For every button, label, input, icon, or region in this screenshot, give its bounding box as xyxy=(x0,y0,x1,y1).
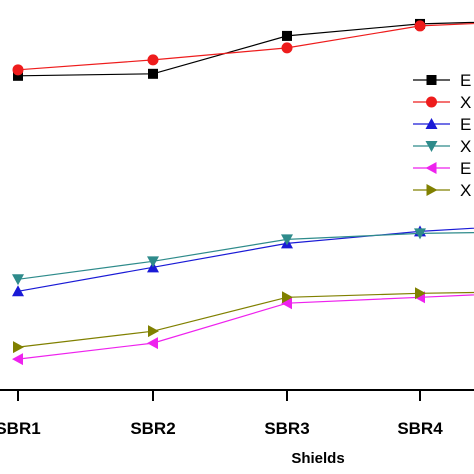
series-6-point xyxy=(148,325,159,338)
series-2-line xyxy=(17,22,474,71)
legend-marker xyxy=(425,141,438,152)
x-tick-label: SBR3 xyxy=(264,419,309,438)
series-6-point xyxy=(282,291,293,304)
legend-label: X xyxy=(460,181,471,200)
series-6-line xyxy=(17,291,474,348)
series-1-point xyxy=(13,70,23,81)
legend-marker xyxy=(425,162,437,174)
legend-marker xyxy=(426,96,437,108)
legend-marker xyxy=(425,118,438,129)
series-6 xyxy=(13,287,474,354)
series-3 xyxy=(12,225,474,297)
legend-label: E xyxy=(460,159,471,178)
legend-marker xyxy=(426,75,437,85)
series-3-point xyxy=(12,285,24,297)
legend-label: E xyxy=(460,115,471,134)
series-4 xyxy=(12,228,474,286)
series-4-point xyxy=(414,228,426,240)
series-1-point xyxy=(148,68,158,79)
series-2-point xyxy=(414,20,426,32)
series-2-point xyxy=(281,42,293,54)
x-axis-title: Shields xyxy=(291,450,344,467)
series-2 xyxy=(12,20,474,76)
series-4-point xyxy=(147,256,159,268)
series-1-point xyxy=(282,30,292,41)
legend-label: X xyxy=(460,137,471,156)
x-ticks: SBR1SBR2SBR3SBR4SBR5 xyxy=(0,390,443,438)
series-4-line xyxy=(17,231,474,280)
series-5 xyxy=(12,291,474,366)
series-6-point xyxy=(415,287,426,300)
legend-label: E xyxy=(460,71,471,90)
series-1 xyxy=(13,18,474,81)
series-5-point xyxy=(12,353,23,366)
series-6-point xyxy=(13,341,24,354)
series-5-point xyxy=(281,297,292,310)
series-2-point xyxy=(12,64,24,76)
x-tick-label: SBR1 xyxy=(0,419,41,438)
series-2-point xyxy=(147,54,159,66)
x-tick-label: SBR4 xyxy=(397,419,443,438)
legend-marker xyxy=(426,184,438,196)
plot-area xyxy=(12,18,474,366)
legend-label: X xyxy=(460,93,471,112)
series-5-point xyxy=(147,337,158,350)
x-tick-label: SBR2 xyxy=(130,419,175,438)
series-4-point xyxy=(12,274,24,286)
series-5-line xyxy=(17,294,474,360)
series-4-point xyxy=(281,234,293,246)
